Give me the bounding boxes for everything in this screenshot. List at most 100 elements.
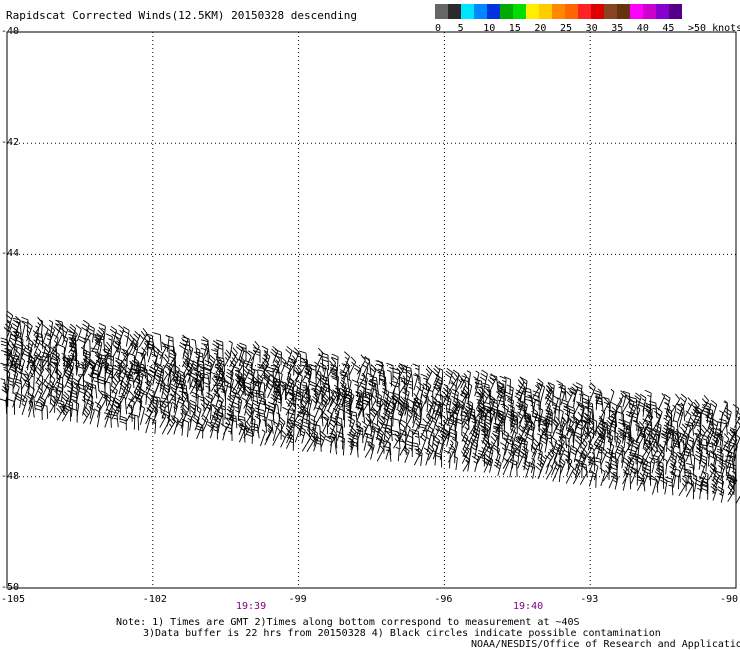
wind-barb — [43, 404, 49, 419]
wind-barb — [28, 401, 35, 418]
wind-barb — [365, 413, 372, 430]
wind-barb — [501, 403, 509, 420]
wind-barb — [688, 439, 694, 456]
legend-label: >50 knots — [688, 23, 740, 34]
wind-barb — [676, 403, 686, 422]
wind-barb — [660, 476, 668, 495]
wind-barb — [403, 397, 408, 415]
wind-barb — [430, 395, 437, 414]
wind-barb — [492, 444, 501, 462]
wind-barb — [496, 382, 506, 401]
wind-barb — [486, 422, 492, 438]
wind-barb — [563, 449, 571, 471]
wind-barb — [133, 365, 142, 382]
wind-barb — [13, 331, 23, 349]
wind-barb — [709, 450, 717, 467]
wind-barb — [326, 409, 333, 428]
wind-barb — [374, 400, 382, 418]
wind-barb — [153, 332, 162, 351]
wind-barb — [90, 372, 100, 392]
wind-barb — [61, 334, 68, 354]
wind-barb — [675, 468, 681, 483]
wind-barb — [6, 376, 14, 394]
wind-barb — [661, 430, 669, 450]
wind-barb — [621, 449, 626, 469]
wind-barb — [114, 401, 122, 420]
wind-barb — [364, 441, 372, 458]
wind-barb — [54, 387, 62, 406]
wind-barb — [356, 403, 365, 423]
wind-barb — [214, 375, 224, 393]
wind-barb — [28, 399, 34, 418]
wind-barb — [181, 391, 190, 411]
wind-barb — [106, 368, 114, 387]
wind-barb — [286, 433, 295, 451]
wind-barb — [338, 403, 345, 421]
wind-barb — [723, 407, 732, 427]
wind-barb — [102, 359, 110, 377]
pass-time-label: 19:40 — [513, 601, 544, 612]
wind-barb — [423, 447, 431, 466]
wind-barb — [538, 419, 548, 439]
wind-barb — [185, 413, 193, 431]
wind-barb — [545, 464, 554, 480]
wind-barb — [694, 479, 702, 500]
wind-barb — [551, 459, 558, 476]
wind-barb — [461, 375, 469, 395]
wind-barb — [705, 441, 715, 458]
wind-barb — [684, 397, 693, 417]
legend-swatch — [643, 4, 656, 19]
wind-barb — [309, 363, 317, 384]
wind-barb — [678, 423, 688, 444]
wind-barb — [677, 456, 686, 476]
wind-barb — [566, 427, 574, 443]
wind-barb — [399, 363, 408, 382]
wind-barb — [612, 420, 617, 440]
wind-barb — [211, 403, 219, 420]
wind-barb — [718, 462, 726, 480]
wind-barb — [552, 461, 560, 482]
wind-barb — [586, 440, 594, 458]
wind-barb — [546, 403, 551, 421]
wind-barb — [558, 383, 567, 401]
wind-barb — [306, 410, 311, 430]
wind-barb — [265, 407, 275, 426]
wind-barb — [517, 411, 524, 429]
latitude-tick-label: -48 — [1, 470, 20, 482]
wind-barb — [510, 410, 518, 429]
wind-barb — [509, 424, 516, 443]
wind-barb — [86, 398, 94, 419]
wind-barb — [719, 418, 728, 435]
wind-barb — [510, 428, 517, 449]
wind-barb — [347, 437, 355, 456]
wind-barb — [296, 386, 304, 403]
wind-barb — [550, 400, 558, 419]
wind-barb — [694, 450, 703, 470]
wind-barb — [434, 402, 442, 419]
wind-barb — [565, 387, 574, 408]
wind-barb — [258, 396, 267, 413]
wind-barb — [455, 417, 463, 436]
wind-barb — [316, 370, 322, 386]
latitude-tick-label: -42 — [1, 137, 20, 149]
legend-swatch — [448, 4, 461, 19]
wind-barb — [579, 438, 588, 458]
wind-barb — [695, 432, 701, 450]
wind-barb — [367, 441, 375, 460]
wind-barb — [259, 414, 267, 433]
wind-barb — [422, 383, 430, 404]
wind-barb — [1, 382, 10, 402]
legend-swatch — [656, 4, 669, 19]
wind-barb — [576, 388, 584, 409]
wind-barb — [48, 319, 54, 337]
wind-barb — [709, 399, 718, 419]
wind-barb — [114, 342, 122, 361]
wind-barb — [220, 423, 227, 441]
wind-barb — [38, 374, 44, 391]
wind-barb — [182, 336, 191, 355]
wind-barb — [10, 355, 18, 373]
wind-barb — [425, 365, 433, 383]
wind-barb — [444, 395, 452, 414]
wind-barb — [683, 468, 693, 486]
